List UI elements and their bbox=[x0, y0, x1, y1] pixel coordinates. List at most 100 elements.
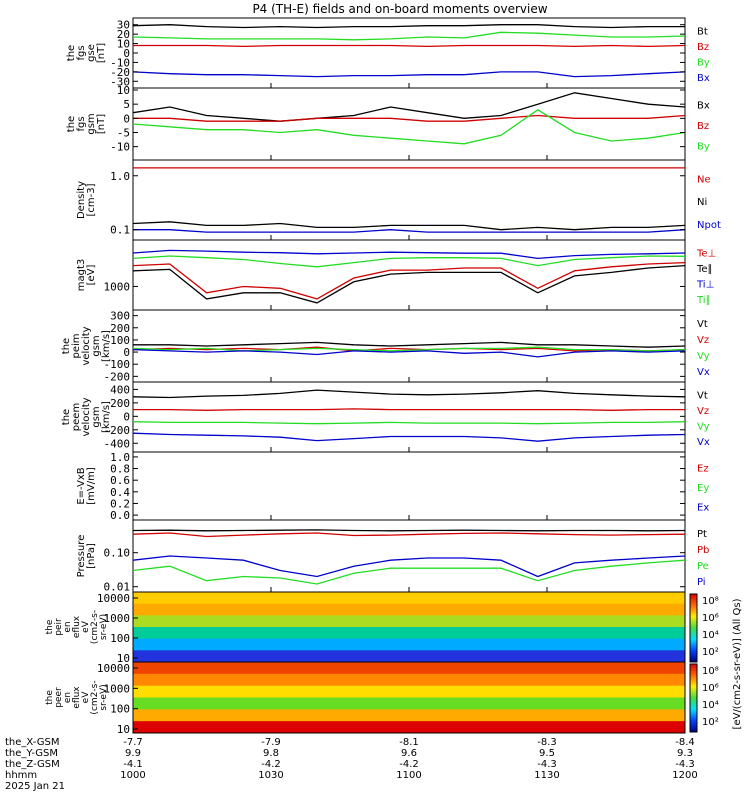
legend-Pe: Pe bbox=[697, 561, 709, 572]
series-Vy bbox=[132, 421, 686, 425]
legend-Vx: Vx bbox=[697, 437, 710, 448]
y-tick-label: 100 bbox=[110, 703, 130, 716]
y-axis-label-line: eflux bbox=[72, 615, 82, 638]
series-Ni bbox=[132, 221, 686, 231]
colorbar-label-text: [eV/(cm2-s-sr-eV)] (All Qs) bbox=[732, 598, 743, 729]
ephemeris-value: -8.1 bbox=[399, 737, 419, 748]
ephemeris-label: the_Z-GSM bbox=[5, 759, 60, 770]
colorbar-tick: 10⁶ bbox=[702, 683, 719, 694]
spectrogram-peer-en-eflux: 10000 1000 100 10 the peer en eflux eV (cm2-s-sr-… bbox=[45, 661, 686, 736]
y-tick-label: -200 bbox=[104, 370, 131, 383]
legend-By: By bbox=[697, 142, 710, 153]
legend-Te⊥: Te⊥ bbox=[696, 248, 716, 259]
y-axis-label-line: en bbox=[63, 692, 73, 703]
y-axis-label-line: E=-VxB bbox=[76, 467, 87, 504]
ephemeris-value: -8.4 bbox=[675, 737, 695, 748]
y-tick-label: -10 bbox=[110, 56, 130, 69]
ephemeris-value: 9.8 bbox=[263, 748, 279, 759]
series-Bt bbox=[132, 24, 685, 29]
legend-Bt: Bt bbox=[697, 26, 708, 37]
y-axis-label-line: eV bbox=[81, 620, 91, 633]
series-Vx bbox=[132, 348, 686, 358]
ephemeris-value: 9.5 bbox=[539, 748, 555, 759]
y-axis-label: the peer en eflux eV (cm2-s-sr-eV) bbox=[45, 680, 109, 714]
y-tick-label: 0.0 bbox=[110, 509, 130, 522]
y-axis-label: magt3 [eV] bbox=[76, 259, 97, 292]
y-axis-label-line: the bbox=[61, 409, 72, 425]
legend-Vx: Vx bbox=[697, 367, 710, 378]
y-axis-label-line: [km/s] bbox=[101, 330, 112, 362]
ephemeris-value: 1100 bbox=[396, 770, 421, 781]
y-tick-label: 30 bbox=[117, 19, 130, 32]
legend-Te∥: Te∥ bbox=[696, 264, 713, 275]
y-axis-label-line: en bbox=[63, 621, 73, 632]
colorbar-tick: 10⁴ bbox=[702, 700, 719, 711]
colorbar-tick: 10⁸ bbox=[702, 666, 719, 677]
series-Te⊥ bbox=[132, 261, 686, 300]
y-axis-label: the peir en eflux eV (cm2-s-sr-eV) bbox=[45, 610, 109, 644]
y-tick-label: 300 bbox=[110, 310, 130, 323]
legend-Bz: Bz bbox=[697, 121, 709, 132]
y-axis-label-line: [eV] bbox=[86, 265, 97, 286]
spectrogram-band bbox=[133, 615, 685, 628]
y-axis-label-line: the bbox=[66, 116, 77, 132]
ephemeris-value: 9.6 bbox=[401, 748, 417, 759]
legend-Pb: Pb bbox=[697, 545, 709, 556]
spectrogram-band bbox=[133, 592, 685, 605]
y-tick-label: 10 bbox=[117, 723, 130, 736]
series-Ti∥ bbox=[132, 255, 686, 268]
ephemeris-label: the_Y-GSM bbox=[5, 748, 58, 759]
series-By bbox=[132, 31, 686, 41]
y-tick-label: 0 bbox=[123, 346, 130, 359]
ephemeris: the_X-GSM -7.7 -7.9 -8.1 -8.3 -8.4 the_Y-GSM 9.… bbox=[5, 737, 698, 792]
ephemeris-value: 9.3 bbox=[677, 748, 693, 759]
series-Bx bbox=[132, 92, 686, 122]
y-axis-label-line: gsm bbox=[91, 406, 102, 427]
colorbar-tick: 10⁶ bbox=[702, 613, 719, 624]
y-tick-label: 100 bbox=[110, 334, 130, 347]
y-tick-label: 1000 bbox=[104, 612, 131, 625]
y-tick-label: 0.8 bbox=[110, 463, 130, 476]
y-tick-label: 10 bbox=[117, 38, 130, 51]
spectrogram-band bbox=[133, 697, 685, 710]
y-axis-label-line: [nPa] bbox=[86, 543, 97, 569]
ephemeris-value: -4.2 bbox=[261, 759, 281, 770]
y-axis-label-line: peir bbox=[54, 618, 64, 636]
spectrogram-band bbox=[133, 650, 685, 663]
y-axis-label-line: fgs bbox=[76, 45, 87, 60]
y-axis-label-line: eflux bbox=[72, 686, 82, 709]
y-axis-label-line: sr-eV) bbox=[99, 684, 109, 710]
y-tick-label: 10000 bbox=[97, 662, 130, 675]
series-Vz bbox=[133, 408, 685, 411]
y-tick-label: 200 bbox=[110, 397, 130, 410]
y-tick-label: -5 bbox=[117, 127, 130, 140]
series-Ti⊥ bbox=[132, 249, 686, 260]
y-tick-label: 0.6 bbox=[110, 474, 130, 487]
y-tick-label: 10000 bbox=[97, 592, 130, 605]
y-axis-label-line: the bbox=[45, 619, 55, 634]
spectrogram-band bbox=[133, 709, 685, 722]
y-tick-label: 0.2 bbox=[110, 497, 130, 510]
series-Vt bbox=[133, 341, 686, 348]
y-tick-label: 0.10 bbox=[104, 547, 131, 560]
y-axis-label-line: gse bbox=[86, 44, 97, 62]
y-tick-label: 0 bbox=[123, 410, 130, 423]
y-axis-label-line: magt3 bbox=[76, 259, 87, 292]
series-Pt bbox=[132, 529, 686, 532]
y-axis-label-line: peim bbox=[71, 333, 82, 358]
legend-Vz: Vz bbox=[697, 406, 709, 417]
colorbar-lower bbox=[689, 663, 698, 733]
legend-Ti∥: Ti∥ bbox=[696, 295, 711, 306]
series-By bbox=[132, 109, 686, 145]
y-axis-label-line: peer bbox=[54, 687, 64, 708]
date-label: 2025 Jan 21 bbox=[5, 781, 65, 792]
legend-Bx: Bx bbox=[697, 73, 710, 84]
ephemeris-value: -7.7 bbox=[123, 737, 143, 748]
panel-frame bbox=[132, 87, 686, 161]
panel-frame bbox=[132, 661, 686, 734]
series-Bz bbox=[133, 44, 686, 48]
legend-Ti⊥: Ti⊥ bbox=[696, 280, 714, 291]
